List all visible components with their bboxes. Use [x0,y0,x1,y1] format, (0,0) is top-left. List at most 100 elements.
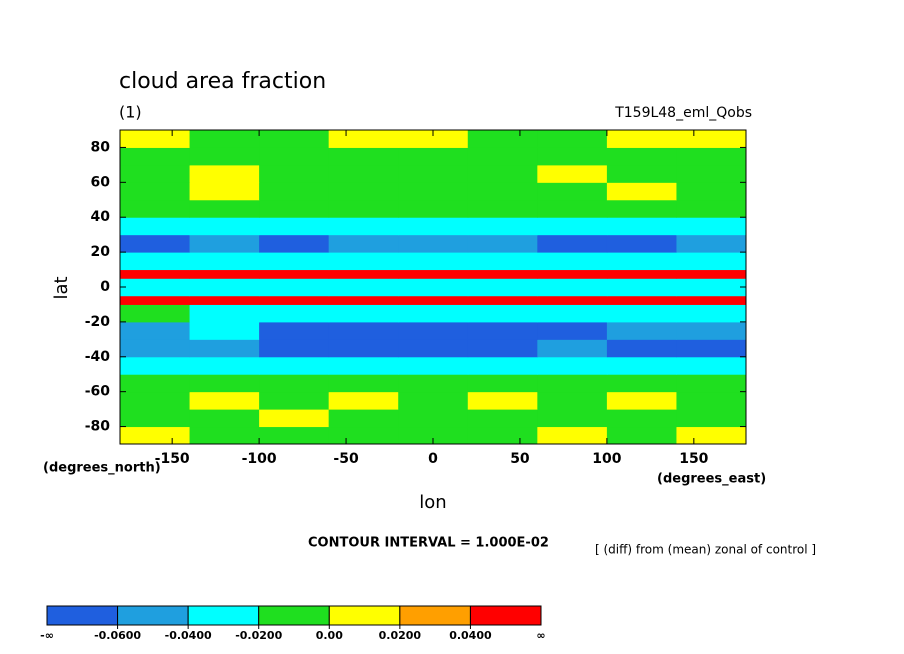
field-cell [606,339,677,358]
y-tick-label: 40 [91,209,111,225]
field-cell [120,199,191,218]
field-cell [467,374,538,393]
y-axis-label: lat [51,276,72,299]
field-cell [120,269,191,279]
field-cell [537,374,608,393]
field-cell [120,252,191,271]
field-cell [676,164,747,183]
field-cell [189,374,260,393]
field-cell [398,321,469,340]
field-cell [537,147,608,166]
field-cell [467,182,538,201]
field-cell [398,295,469,305]
field-cell [189,217,260,236]
field-cell [537,252,608,271]
field-cell [120,409,191,428]
field-cell [467,321,538,340]
field-cell [328,182,399,201]
field-cell [259,409,330,428]
y-tick-label: -20 [85,314,111,330]
field-cell [120,426,191,445]
field-cell [189,304,260,323]
field-cell [328,278,399,297]
field-cell [606,147,677,166]
field-cell [259,182,330,201]
field-cell [189,356,260,375]
field-cell [606,391,677,410]
field-cell [606,252,677,271]
field-cell [467,295,538,305]
field-cell [259,339,330,358]
contour-note: CONTOUR INTERVAL = 1.000E-02 [308,536,549,551]
subtitle: (1) [119,103,142,122]
field-cell [398,164,469,183]
field-cell [259,234,330,253]
field-cell [676,147,747,166]
field-cell [189,339,260,358]
field-cell [120,374,191,393]
field-cell [328,269,399,279]
field-cell [189,234,260,253]
field-cell [259,130,330,148]
field-cell [328,234,399,253]
colorbar-label: -0.0400 [165,629,212,642]
field-cell [676,269,747,279]
field-cell [398,217,469,236]
field-cell [328,321,399,340]
field-cell [537,426,608,445]
field-cell [259,278,330,297]
field-cell [606,234,677,253]
field-cell [328,391,399,410]
field-cell [120,356,191,375]
field-cell [398,409,469,428]
field-cell [259,252,330,271]
field-cell [259,356,330,375]
field-cell [328,426,399,445]
field-cell [676,339,747,358]
field-cell [606,130,677,148]
field-cell [120,304,191,323]
field-cell [120,391,191,410]
field-cell [120,182,191,201]
field-cell [537,199,608,218]
field-cell [120,217,191,236]
field-cell [606,374,677,393]
field-cell [467,199,538,218]
field-cell [537,321,608,340]
field-cell [676,374,747,393]
field-cell [398,234,469,253]
field-cell [467,130,538,148]
field-cell [189,409,260,428]
colorbar-segment [469,605,542,626]
field-cell [120,339,191,358]
field-cell [467,409,538,428]
colorbar-low-label: -∞ [40,629,54,642]
field-cell [259,199,330,218]
x-tick-label: 50 [510,451,530,467]
field-cell [398,356,469,375]
field-cell [467,164,538,183]
field-cell [606,356,677,375]
field-cell [189,426,260,445]
y-tick-label: -80 [85,419,111,435]
field-cell [259,321,330,340]
field-cell [328,147,399,166]
field-cell [189,252,260,271]
field-cell [676,426,747,445]
field-cell [606,295,677,305]
field-cell [537,182,608,201]
field-cell [259,217,330,236]
field-cell [259,295,330,305]
field-cell [537,217,608,236]
field-cell [676,321,747,340]
field-cell [606,199,677,218]
field-cell [467,234,538,253]
field-cell [189,130,260,148]
field-cell [537,409,608,428]
chart-title: cloud area fraction [119,69,326,94]
field-cell [537,339,608,358]
colorbar-label: -0.0600 [94,629,141,642]
x-tick-label: -50 [333,451,359,467]
field-cell [606,321,677,340]
